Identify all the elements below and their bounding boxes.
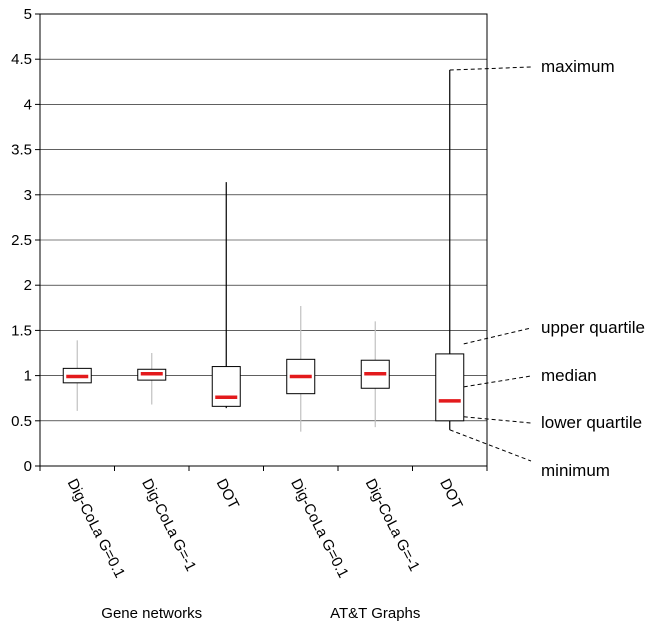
box-1	[62, 340, 92, 411]
y-tick-label: 4.5	[11, 51, 32, 68]
annotation-leader	[463, 327, 532, 345]
annotation-label-min: minimum	[541, 461, 610, 480]
annotation-label-q3: upper quartile	[541, 318, 645, 337]
interquartile-box	[211, 366, 241, 407]
box-4	[286, 305, 316, 432]
y-tick-label: 1	[24, 368, 32, 385]
box-6	[435, 70, 465, 430]
y-tick-label: 3	[24, 187, 32, 204]
annotation-label-max: maximum	[541, 57, 615, 76]
y-tick-label: 0	[24, 458, 32, 475]
category-label: Dig-CoLa G=-1	[138, 476, 199, 574]
y-tick-label: 4	[24, 96, 32, 113]
y-tick-label: 3.5	[11, 142, 32, 159]
category-labels: Dig-CoLa G=0.1 Dig-CoLa G=-1 DOT Dig-CoLa G…	[64, 476, 466, 581]
box-5	[360, 321, 390, 428]
y-tick-labels: 0 0.5 1 1.5 2 2.5 3 3.5 4 4.5 5	[11, 6, 32, 475]
category-label: Dig-CoLa G=0.1	[64, 476, 129, 581]
boxes	[62, 70, 465, 432]
annotations: maximum upper quartile median lower quartil…	[449, 57, 645, 480]
category-label: DOT	[213, 476, 243, 512]
y-tick-label: 2	[24, 277, 32, 294]
group-label: AT&T Graphs	[330, 605, 420, 622]
y-tick-label: 1.5	[11, 322, 32, 339]
y-tick-label: 2.5	[11, 232, 32, 249]
group-labels: Gene networks AT&T Graphs	[101, 605, 420, 622]
category-label: Dig-CoLa G=0.1	[287, 476, 352, 581]
grid-lines	[40, 13, 487, 422]
y-tick-label: 5	[24, 6, 32, 23]
box-3	[211, 182, 241, 409]
interquartile-box	[435, 353, 465, 422]
y-tick-label: 0.5	[11, 413, 32, 430]
group-label: Gene networks	[101, 605, 202, 622]
annotation-leader	[463, 416, 532, 424]
annotation-leader	[449, 429, 532, 462]
annotation-label-median: median	[541, 366, 597, 385]
axes	[35, 13, 488, 471]
annotation-leader	[449, 66, 532, 71]
category-label: DOT	[436, 476, 466, 512]
box-2	[137, 353, 167, 405]
annotation-leader	[463, 375, 532, 388]
category-label: Dig-CoLa G=-1	[362, 476, 423, 574]
annotation-label-q1: lower quartile	[541, 413, 642, 432]
